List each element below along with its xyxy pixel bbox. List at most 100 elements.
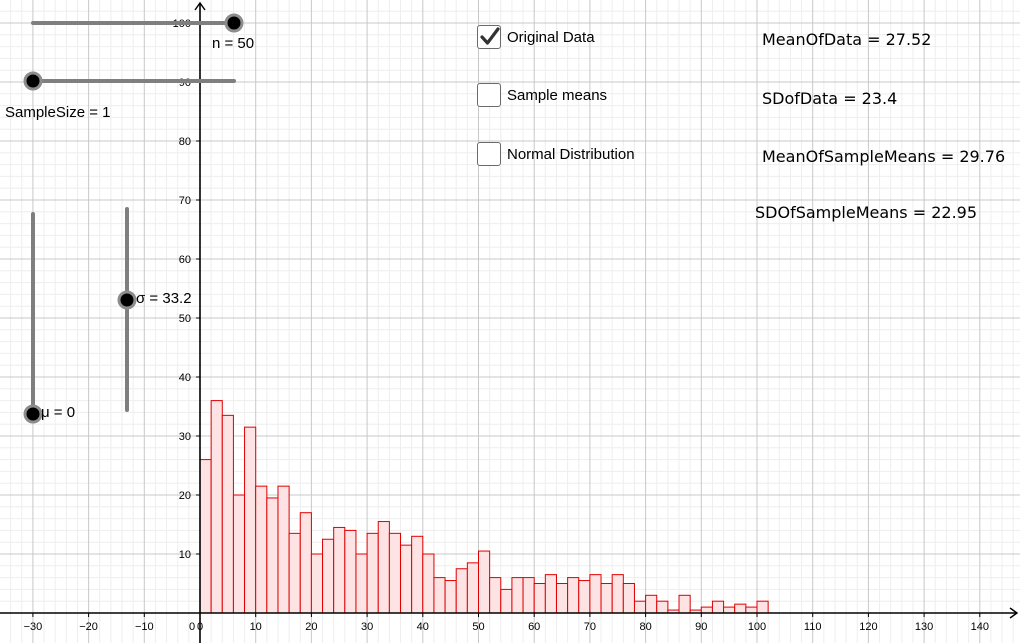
histogram-bar	[489, 577, 502, 614]
x-axis-arrow	[1009, 607, 1019, 619]
histogram-bar	[466, 562, 479, 614]
histogram-bar	[522, 577, 535, 614]
x-tick-label: 100	[748, 621, 766, 633]
histogram-bar	[589, 574, 602, 614]
sliders[interactable]	[23, 13, 244, 424]
histogram-bar	[678, 594, 691, 614]
y-tick-label: 40	[179, 372, 191, 384]
sample-size-slider-knob[interactable]	[23, 71, 43, 91]
original-data-label[interactable]: Original Data	[507, 29, 595, 46]
histogram-bar	[511, 577, 524, 614]
histogram-bar	[700, 606, 713, 614]
histogram-bar	[723, 606, 736, 614]
mu-slider-label: μ = 0	[41, 404, 76, 421]
x-tick-label: 30	[361, 621, 373, 633]
histogram-bar	[433, 577, 446, 614]
sigma-slider-knob[interactable]	[117, 290, 137, 310]
x-tick-label: 20	[305, 621, 317, 633]
origin-label: 0	[189, 621, 195, 633]
tick-labels: −30 −20 −10 0 10 20 30 40 50 60 70 80 90 100 110 120 130…	[24, 18, 989, 633]
original-data-checkbox[interactable]	[477, 25, 501, 49]
histogram-bar	[366, 532, 379, 614]
histogram-bar	[288, 532, 301, 614]
x-tick-label: −20	[79, 621, 98, 633]
x-tick-label: 0	[197, 621, 203, 633]
normal-distribution-checkbox[interactable]	[477, 142, 501, 166]
histogram-bar	[266, 497, 279, 614]
x-tick-label: 130	[915, 621, 933, 633]
sigma-slider-label: σ = 33.2	[136, 290, 192, 307]
histogram-bar	[400, 544, 413, 614]
histogram-bar	[199, 459, 212, 614]
histogram-bar	[377, 521, 390, 614]
histogram-bar	[322, 538, 335, 614]
y-tick-label: 80	[179, 136, 191, 148]
histogram-bar	[756, 600, 769, 614]
sample-means-checkbox[interactable]	[477, 83, 501, 107]
y-tick-label: 30	[179, 431, 191, 443]
n-slider-knob[interactable]	[224, 13, 244, 33]
sample-size-slider-label: SampleSize = 1	[5, 104, 111, 121]
histogram-bar	[232, 494, 246, 614]
histogram-bar	[455, 568, 468, 614]
x-tick-label: −30	[24, 621, 43, 633]
histogram-bar	[388, 532, 402, 614]
histogram-bar	[745, 606, 758, 614]
y-axis-arrow	[194, 1, 206, 11]
histogram-bar	[299, 512, 312, 614]
sd-of-data-text: SDofData = 23.4	[762, 89, 898, 108]
histogram-bar	[600, 583, 613, 614]
histogram-bar	[611, 574, 624, 614]
mu-slider-knob[interactable]	[23, 404, 43, 424]
histogram-bar	[711, 600, 725, 614]
x-tick-label: 40	[417, 621, 429, 633]
y-tick-label: 10	[179, 549, 191, 561]
x-tick-label: 140	[971, 621, 989, 633]
x-tick-label: 60	[528, 621, 540, 633]
histogram-bar	[500, 588, 513, 614]
histogram-bars	[199, 400, 769, 614]
x-tick-label: 50	[472, 621, 484, 633]
histogram-bar	[622, 583, 635, 614]
histogram-bar	[656, 600, 669, 614]
histogram-bar	[310, 553, 324, 614]
histogram-bar	[333, 526, 346, 614]
histogram-bar	[422, 553, 435, 614]
histogram-bar	[255, 485, 268, 614]
sd-of-sample-means-text: SDOfSampleMeans = 22.95	[755, 203, 978, 222]
checkmark-icon	[480, 27, 500, 45]
histogram-bar	[478, 550, 491, 614]
histogram-bar	[734, 603, 747, 614]
x-tick-label: 110	[804, 621, 822, 633]
histogram-bar	[633, 600, 647, 614]
histogram-bar	[567, 577, 580, 614]
histogram-bar	[444, 580, 457, 614]
histogram-bar	[645, 594, 658, 614]
histogram-bar	[355, 553, 368, 614]
x-tick-label: 10	[250, 621, 262, 633]
y-tick-label: 60	[179, 254, 191, 266]
sample-means-label[interactable]: Sample means	[507, 87, 608, 104]
histogram-bar	[533, 583, 546, 614]
x-tick-label: 70	[584, 621, 596, 633]
histogram-bar	[344, 529, 357, 614]
histogram-bar	[277, 485, 290, 614]
x-tick-label: 90	[695, 621, 707, 633]
histogram-bar	[210, 400, 223, 614]
x-tick-label: 120	[859, 621, 877, 633]
y-tick-label: 20	[179, 490, 191, 502]
x-tick-label: 80	[639, 621, 651, 633]
histogram-bar	[555, 583, 569, 614]
histogram-bar	[544, 574, 557, 614]
histogram-bar	[578, 580, 591, 614]
histogram-bar	[221, 414, 234, 614]
normal-distribution-label[interactable]: Normal Distribution	[507, 146, 635, 163]
mean-of-sample-means-text: MeanOfSampleMeans = 29.76	[762, 147, 1006, 166]
n-slider-label: n = 50	[212, 35, 255, 52]
x-tick-label: −10	[135, 621, 154, 633]
y-tick-label: 70	[179, 195, 191, 207]
mean-of-data-text: MeanOfData = 27.52	[762, 30, 932, 49]
